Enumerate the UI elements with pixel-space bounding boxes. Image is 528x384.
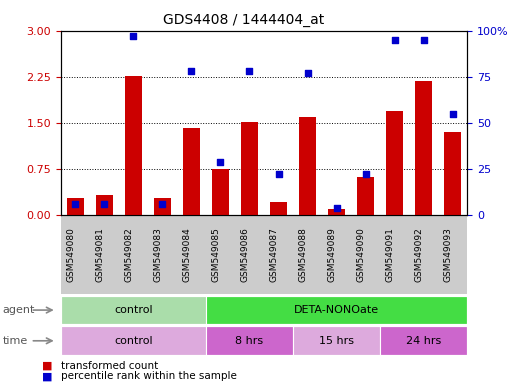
Bar [61,296,206,324]
Text: GSM549088: GSM549088 [298,227,307,282]
Point [303,70,312,76]
Bar [386,111,403,215]
Bar [206,296,467,324]
Text: GSM549092: GSM549092 [414,227,423,282]
Bar [270,202,287,215]
Bar [241,122,258,215]
Text: transformed count: transformed count [61,361,158,371]
Bar [96,195,113,215]
Bar [183,128,200,215]
Bar [125,76,142,215]
Point [275,171,283,177]
Point [216,159,225,165]
Text: GSM549086: GSM549086 [240,227,250,282]
Point [158,201,167,207]
Text: DETA-NONOate: DETA-NONOate [294,305,379,315]
Bar [293,326,380,355]
Text: control: control [114,305,153,315]
Point [71,201,80,207]
Point [245,68,254,74]
Text: GSM549081: GSM549081 [95,227,105,282]
Text: GSM549082: GSM549082 [124,227,133,282]
Point [129,33,138,39]
Point [391,37,399,43]
Point [187,68,196,74]
Point [420,37,428,43]
Text: 8 hrs: 8 hrs [235,336,263,346]
Text: GSM549087: GSM549087 [269,227,279,282]
Bar [61,326,206,355]
Point [100,201,109,207]
Text: GDS4408 / 1444404_at: GDS4408 / 1444404_at [163,13,324,27]
Bar [380,326,467,355]
Text: GSM549091: GSM549091 [385,227,394,282]
Text: GSM549093: GSM549093 [444,227,453,282]
Point [449,111,457,117]
Text: control: control [114,336,153,346]
Bar [415,81,432,215]
Text: 24 hrs: 24 hrs [406,336,441,346]
Bar [299,117,316,215]
Text: GSM549090: GSM549090 [356,227,365,282]
Text: GSM549085: GSM549085 [211,227,221,282]
Text: time: time [3,336,28,346]
Bar [357,177,374,215]
Bar [444,132,461,215]
Point [333,205,341,211]
Text: 15 hrs: 15 hrs [319,336,354,346]
Text: GSM549089: GSM549089 [327,227,337,282]
Bar [154,198,171,215]
Text: GSM549083: GSM549083 [153,227,163,282]
Text: GSM549084: GSM549084 [182,227,192,282]
Text: ■: ■ [42,361,53,371]
Bar [206,326,293,355]
Text: GSM549080: GSM549080 [66,227,76,282]
Bar [212,169,229,215]
Point [361,171,370,177]
Bar [328,209,345,215]
Bar [67,198,84,215]
Text: ■: ■ [42,371,53,381]
Text: agent: agent [3,305,35,315]
Text: percentile rank within the sample: percentile rank within the sample [61,371,237,381]
